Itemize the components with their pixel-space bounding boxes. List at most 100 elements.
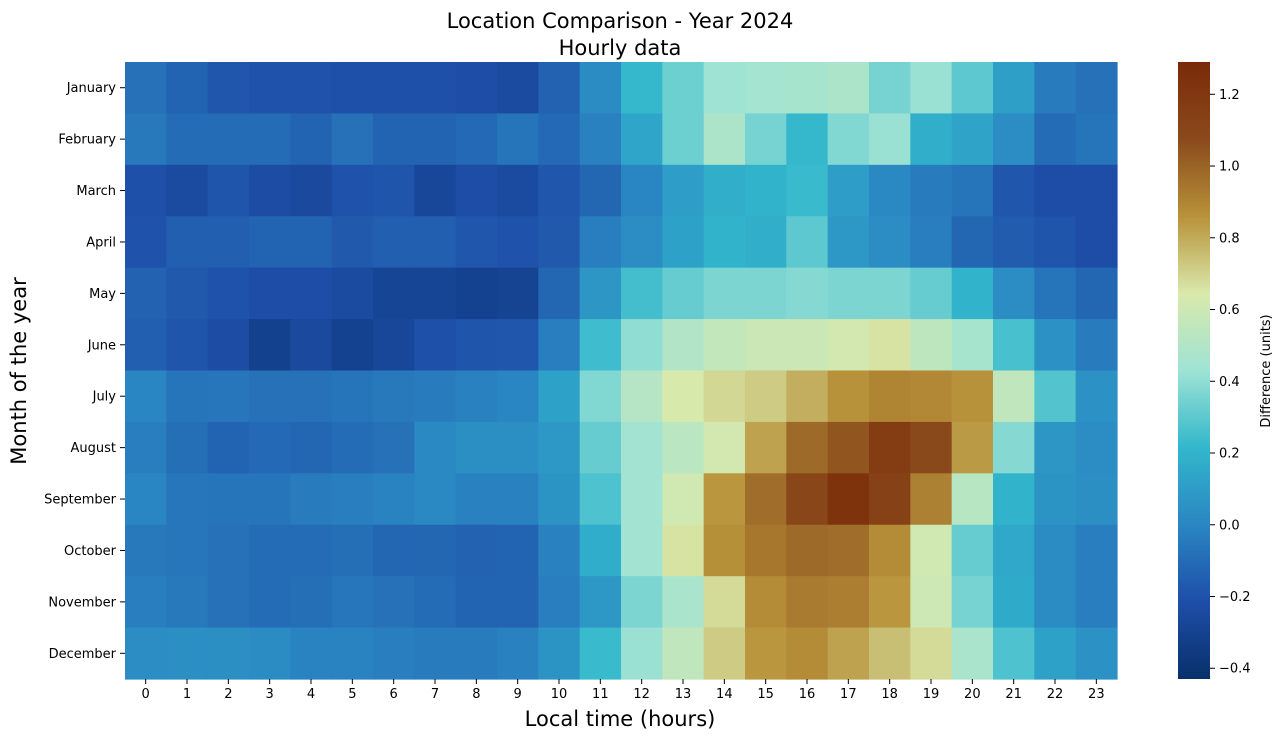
heatmap-cell xyxy=(745,473,787,526)
heatmap-cell xyxy=(1034,164,1077,217)
heatmap-cell xyxy=(538,370,581,423)
heatmap-cell xyxy=(993,524,1035,577)
heatmap-cell xyxy=(331,267,374,320)
x-tick-label: 5 xyxy=(348,687,356,702)
heatmap-cell xyxy=(869,62,911,115)
heatmap-cell xyxy=(1075,576,1118,629)
heatmap-cell xyxy=(993,370,1035,423)
heatmap-cell xyxy=(373,62,415,115)
x-tick-label: 13 xyxy=(675,687,692,702)
heatmap-cell xyxy=(621,576,663,629)
heatmap-cell xyxy=(538,319,581,372)
heatmap-cell xyxy=(207,319,250,372)
heatmap-cell xyxy=(579,164,622,217)
heatmap-cell xyxy=(951,524,994,577)
heatmap-cell xyxy=(166,524,209,577)
heatmap-cell xyxy=(579,62,622,115)
heatmap-cell xyxy=(414,473,457,526)
heatmap-cell xyxy=(621,421,663,474)
heatmap-cell xyxy=(993,421,1035,474)
heatmap-cell xyxy=(827,164,870,217)
heatmap-cell xyxy=(290,164,333,217)
y-tick-label: May xyxy=(89,287,116,302)
heatmap-cell xyxy=(786,216,829,269)
heatmap-cell xyxy=(1034,319,1077,372)
heatmap-cell xyxy=(1034,113,1077,166)
heatmap-cell xyxy=(538,267,581,320)
heatmap-cell xyxy=(331,473,374,526)
heatmap-cell xyxy=(414,216,457,269)
heatmap-cell xyxy=(538,62,581,115)
heatmap-cell xyxy=(993,473,1035,526)
heatmap-cell xyxy=(951,576,994,629)
heatmap-cell xyxy=(993,62,1035,115)
heatmap-cell xyxy=(910,216,953,269)
heatmap-cell xyxy=(166,216,209,269)
heatmap-cell xyxy=(538,164,581,217)
heatmap-cell xyxy=(827,473,870,526)
heatmap-cell xyxy=(951,267,994,320)
heatmap-cell xyxy=(125,421,167,474)
heatmap-cell xyxy=(207,113,250,166)
heatmap-cell xyxy=(538,627,581,680)
heatmap-cell xyxy=(910,627,953,680)
heatmap-cell xyxy=(745,576,787,629)
heatmap-cell xyxy=(951,62,994,115)
heatmap-cell xyxy=(910,319,953,372)
heatmap-cell xyxy=(1034,627,1077,680)
heatmap-cell xyxy=(827,421,870,474)
heatmap-cell xyxy=(373,113,415,166)
heatmap-cell xyxy=(703,164,746,217)
heatmap-cell xyxy=(166,62,209,115)
heatmap-cell xyxy=(538,216,581,269)
heatmap-cell xyxy=(455,370,498,423)
heatmap-cell xyxy=(373,319,415,372)
heatmap-cell xyxy=(910,164,953,217)
x-tick-label: 11 xyxy=(592,687,609,702)
heatmap-cell xyxy=(497,164,539,217)
heatmap-cell xyxy=(455,524,498,577)
heatmap-cell xyxy=(869,267,911,320)
x-tick-label: 10 xyxy=(551,687,568,702)
x-tick-label: 3 xyxy=(266,687,274,702)
heatmap-cell xyxy=(621,524,663,577)
heatmap-cell xyxy=(910,473,953,526)
heatmap-cell xyxy=(1075,319,1118,372)
heatmap-cell xyxy=(662,370,705,423)
heatmap-cell xyxy=(331,113,374,166)
heatmap-cell xyxy=(249,473,291,526)
heatmap-cell xyxy=(125,576,167,629)
heatmap-cell xyxy=(1075,62,1118,115)
heatmap-cell xyxy=(125,524,167,577)
heatmap-cell xyxy=(125,113,167,166)
heatmap-cell xyxy=(910,421,953,474)
heatmap-cell xyxy=(538,524,581,577)
heatmap-cell xyxy=(373,267,415,320)
heatmap-cell xyxy=(951,370,994,423)
heatmap-cell xyxy=(993,627,1035,680)
heatmap-cell xyxy=(621,627,663,680)
heatmap-cell xyxy=(331,319,374,372)
heatmap-cell xyxy=(621,164,663,217)
heatmap-cell xyxy=(910,576,953,629)
heatmap-cell xyxy=(414,421,457,474)
heatmap-cell xyxy=(703,62,746,115)
heatmap-cell xyxy=(621,473,663,526)
heatmap-cell xyxy=(1075,524,1118,577)
heatmap-cell xyxy=(786,627,829,680)
heatmap-cell xyxy=(703,267,746,320)
heatmap-cell xyxy=(290,370,333,423)
colorbar-tick-label: −0.4 xyxy=(1219,662,1251,677)
x-tick-label: 14 xyxy=(716,687,733,702)
heatmap-cell xyxy=(166,421,209,474)
y-tick-label: February xyxy=(58,133,116,148)
heatmap-cell xyxy=(1075,370,1118,423)
heatmap-cell xyxy=(455,267,498,320)
heatmap-cell xyxy=(951,216,994,269)
heatmap-cell xyxy=(745,319,787,372)
heatmap-cell xyxy=(125,267,167,320)
heatmap-cell xyxy=(207,62,250,115)
chart-title: Location Comparison - Year 2024 xyxy=(447,9,794,33)
heatmap-cell xyxy=(993,319,1035,372)
x-axis-label: Local time (hours) xyxy=(525,707,716,731)
